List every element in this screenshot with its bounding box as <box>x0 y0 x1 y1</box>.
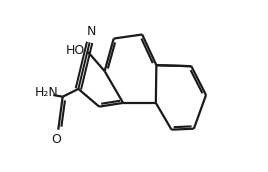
Text: O: O <box>52 133 61 146</box>
Text: HO: HO <box>65 44 84 57</box>
Text: N: N <box>87 25 96 38</box>
Text: H₂N: H₂N <box>35 86 58 99</box>
